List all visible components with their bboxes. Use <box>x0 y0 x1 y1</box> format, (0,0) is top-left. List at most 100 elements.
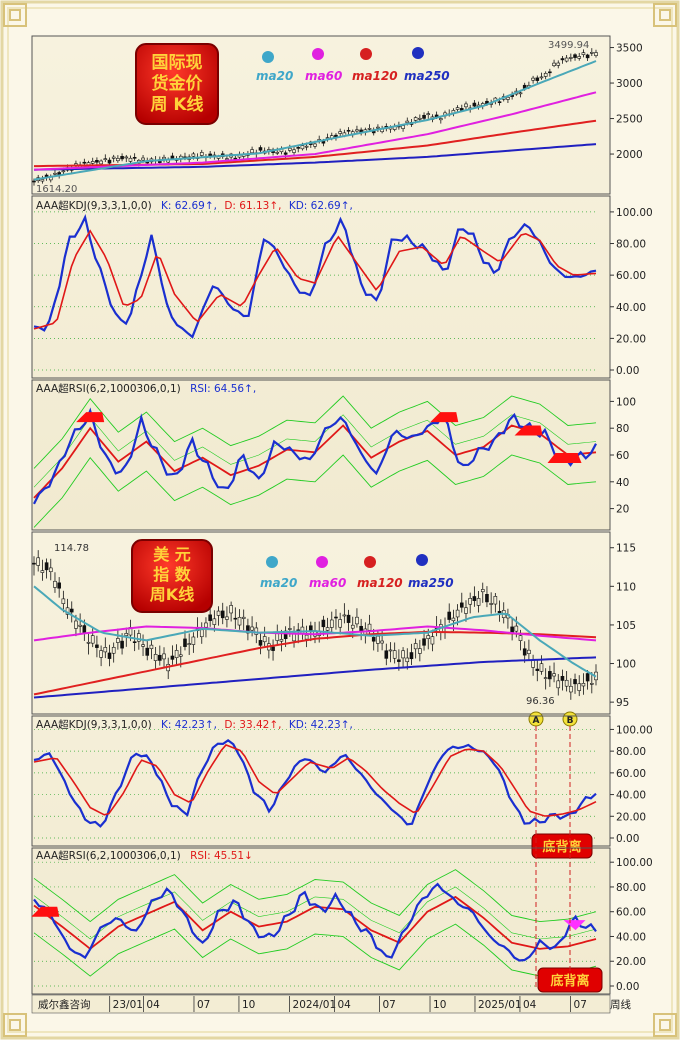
candle-body <box>82 625 87 634</box>
candle-body <box>527 649 531 654</box>
candle-body <box>401 125 405 129</box>
dollar-legend-ball-ma20 <box>266 556 278 568</box>
candle-body <box>350 624 355 629</box>
tick-label: 60.00 <box>616 270 646 282</box>
time-label: 10 <box>433 999 446 1011</box>
candle-body <box>514 625 519 632</box>
candle-body <box>145 647 150 656</box>
gold-rsi-header-row: AAA超RSI(6,2,1000306,0,1) RSI: 64.56↑, <box>36 382 256 395</box>
time-label: 2024/01 <box>293 999 337 1011</box>
candle-body <box>187 643 191 645</box>
candle-body <box>464 103 468 108</box>
dollar-moving-averages <box>33 585 597 699</box>
candle-body <box>216 610 221 616</box>
time-axis: 威尔鑫咨询 23/01 04 07 10 2024/01 04 07 10 2025/01 04 0… <box>31 994 631 1014</box>
candle-body <box>78 624 82 627</box>
candle-body <box>69 608 74 613</box>
rsi-extreme-fill <box>430 412 459 423</box>
tick-label: 20.00 <box>616 333 646 345</box>
candle-body <box>548 71 552 74</box>
candle-body <box>132 641 137 643</box>
tick-label: 40.00 <box>616 931 646 943</box>
rsi-extreme-fill <box>547 453 582 464</box>
gold-title-badge: 国际现 货金价 周 K线 <box>135 43 219 125</box>
candle-body <box>212 618 217 625</box>
candle-body <box>82 161 87 164</box>
candle-body <box>367 128 372 130</box>
candle-body <box>401 650 405 659</box>
gold-kdj-lines <box>33 213 597 339</box>
time-label: 04 <box>337 999 351 1011</box>
candle-body <box>585 673 590 682</box>
candle-body <box>275 151 280 154</box>
candle-body <box>313 143 317 147</box>
legend-ma120: ma120 <box>352 69 398 83</box>
candle-body <box>418 648 422 654</box>
legend-ball-ma250 <box>412 47 424 59</box>
tick-label: 40 <box>616 477 629 489</box>
gold-badge-line-3: 周 K线 <box>150 94 203 115</box>
tick-label: 40.00 <box>616 790 646 802</box>
kdj-divergence-badge: 底背离 <box>531 833 593 859</box>
candle-body <box>405 120 410 123</box>
dollar-legend-ball-ma60 <box>316 556 328 568</box>
tick-label: 80.00 <box>616 882 646 894</box>
legend-ma60: ma60 <box>305 69 342 83</box>
kdj-d-line <box>33 744 597 817</box>
dollar-ma-legend: ma20 ma60 ma120 ma250 <box>260 554 454 590</box>
candle-body <box>493 596 498 605</box>
candle-body <box>86 641 91 644</box>
gold-low-label: 1614.20 <box>36 184 77 195</box>
candle-body <box>300 145 305 150</box>
dollar-kdj-k: K: 42.23↑, <box>161 719 217 731</box>
candle-body <box>258 640 263 646</box>
tick-label: 100.00 <box>616 207 653 219</box>
tick-label: 2500 <box>616 114 643 126</box>
rsi-ma-line <box>33 895 597 951</box>
gold-kdj-header-row: AAA超KDJ(9,3,3,1,0,0) K: 62.69↑, D: 61.13… <box>36 199 353 212</box>
candle-body <box>120 156 124 160</box>
corner-ornament-top-left <box>3 3 27 27</box>
divergence-marker-b: B <box>562 711 578 727</box>
candle-body <box>543 73 548 77</box>
candle-body <box>455 107 460 110</box>
candle-body <box>191 153 196 157</box>
tick-label: 60.00 <box>616 907 646 919</box>
candle-body <box>556 62 561 66</box>
tick-label: 95 <box>616 697 629 709</box>
gold-candles <box>32 48 598 186</box>
rsi-mid-band <box>33 886 597 940</box>
candle-body <box>485 594 489 603</box>
rsi-divergence-label: 底背离 <box>550 973 589 989</box>
dollar-legend-ball-ma120 <box>364 556 376 568</box>
dollar-kdj-lines <box>33 739 597 828</box>
tick-label: 80.00 <box>616 239 646 251</box>
dollar-rsi-value: RSI: 45.51↓ <box>190 850 253 862</box>
candle-body <box>103 647 108 653</box>
dollar-rsi-header: AAA超RSI(6,2,1000306,0,1) <box>36 849 181 862</box>
time-label: 07 <box>574 999 587 1011</box>
candle-body <box>418 117 422 120</box>
candle-body <box>296 147 301 149</box>
candle-body <box>149 644 154 649</box>
tick-label: 110 <box>616 581 636 593</box>
candle-body <box>548 671 552 680</box>
candle-body <box>359 625 363 632</box>
gold-badge-line-2: 货金价 <box>152 73 204 94</box>
candle-body <box>430 636 435 645</box>
candle-body <box>116 158 120 162</box>
candle-body <box>271 646 275 651</box>
candle-body <box>405 657 410 663</box>
gold-kdj-panel: 100.00 80.00 60.00 40.00 20.00 0.00 AAA超KDJ(9… <box>31 195 653 379</box>
candle-body <box>439 118 443 121</box>
marker-a-label: A <box>533 716 540 726</box>
time-label: 07 <box>382 999 395 1011</box>
candle-body <box>556 680 561 689</box>
candle-body <box>397 659 401 662</box>
candle-body <box>162 156 166 160</box>
candle-body <box>225 616 229 620</box>
candle-body <box>162 653 166 660</box>
dollar-kdj-d: D: 33.42↑, <box>224 719 281 731</box>
candle-body <box>573 679 577 685</box>
candle-body <box>355 616 359 625</box>
